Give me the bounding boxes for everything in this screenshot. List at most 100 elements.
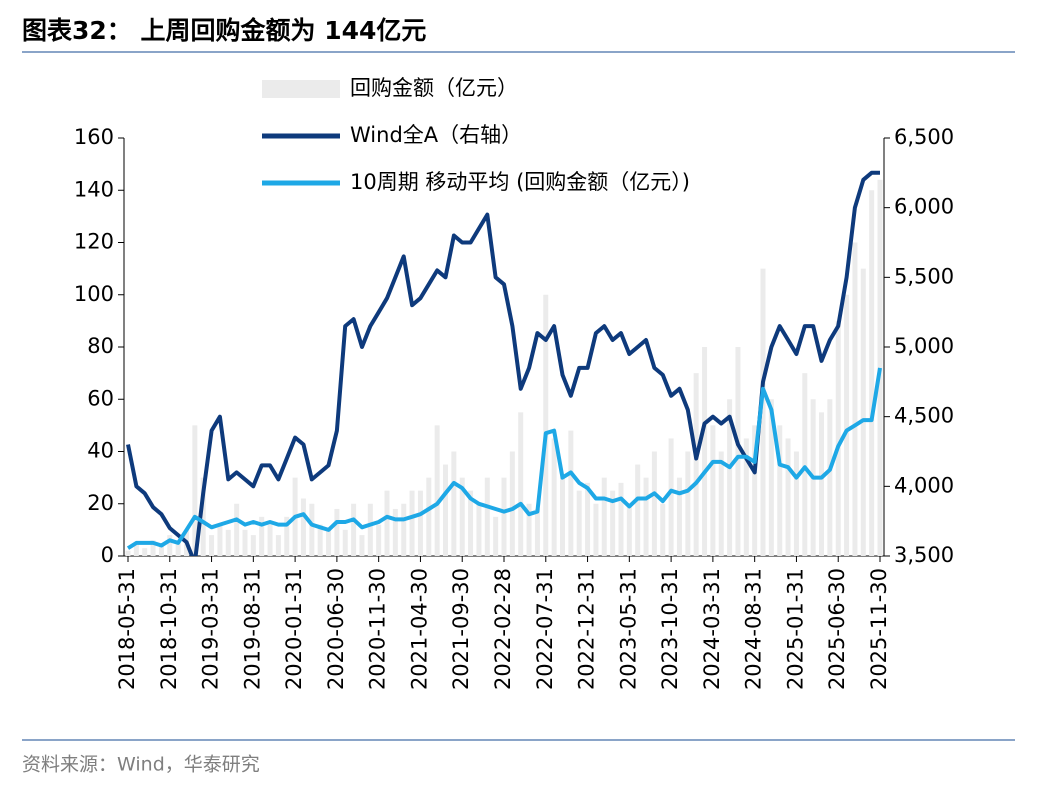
bar (593, 503, 599, 556)
bar (534, 508, 540, 556)
x-tick-label: 2022-07-31 (533, 568, 557, 690)
x-tick-label: 2019-08-31 (240, 568, 264, 690)
bar (426, 477, 432, 556)
chart-title: 图表32： 上周回购金额为 144亿元 (22, 16, 426, 45)
y-tick-label: 120 (74, 230, 114, 254)
bar (484, 477, 490, 556)
y2-tick-label: 4,000 (894, 473, 954, 497)
bar (835, 320, 841, 556)
y-tick-label: 0 (101, 543, 114, 567)
y-tick-label: 20 (87, 491, 114, 515)
bar (551, 438, 557, 556)
bar (685, 451, 691, 556)
bar (326, 529, 332, 556)
bar (869, 190, 875, 556)
x-tick-label: 2023-10-31 (658, 568, 682, 690)
bar (459, 477, 465, 556)
bar (743, 438, 749, 556)
bar (225, 529, 231, 556)
bar (693, 373, 699, 556)
x-tick-label: 2018-05-31 (115, 568, 139, 690)
bar (300, 498, 306, 556)
bar (777, 425, 783, 556)
bar (259, 516, 265, 556)
bar (158, 545, 164, 556)
y-tick-label: 100 (74, 282, 114, 306)
bar (468, 490, 474, 556)
bar (518, 412, 524, 556)
bar (217, 524, 223, 556)
x-tick-label: 2024-03-31 (700, 568, 724, 690)
bar (175, 540, 181, 556)
bar (819, 412, 825, 556)
bar (250, 535, 256, 556)
y2-tick-label: 5,500 (894, 264, 954, 288)
bar (827, 399, 833, 556)
x-tick-label: 2025-06-30 (825, 568, 849, 690)
bar (334, 508, 340, 556)
bar (526, 503, 532, 556)
line (126, 367, 882, 550)
bar (501, 477, 507, 556)
bar (610, 490, 616, 556)
y2-tick-label: 6,500 (894, 125, 954, 149)
bar (718, 451, 724, 556)
bar (200, 477, 206, 556)
x-tick-label: 2022-12-31 (575, 568, 599, 690)
bar (359, 535, 365, 556)
bar (793, 451, 799, 556)
bar (735, 347, 741, 556)
plot: 0 20 40 60 80 100 120 140 160 3,500 4,000 4,500 5,00… (74, 76, 954, 690)
bar (284, 516, 290, 556)
bar (626, 503, 632, 556)
x-tick-label: 2019-03-31 (199, 568, 223, 690)
bar (493, 516, 499, 556)
bar (727, 399, 733, 556)
legend-label: 10周期 移动平均 (回购金额（亿元）) (350, 170, 690, 194)
y-tick-label: 160 (74, 125, 114, 149)
y2-tick-label: 3,500 (894, 543, 954, 567)
bar (668, 438, 674, 556)
legend-swatch (262, 80, 340, 98)
bar (643, 477, 649, 556)
bar (860, 268, 866, 556)
bar (150, 540, 156, 556)
bar (802, 373, 808, 556)
bar (635, 464, 641, 556)
bar (342, 529, 348, 556)
bar (443, 464, 449, 556)
bar (476, 503, 482, 556)
bar (710, 425, 716, 556)
bar (651, 451, 657, 556)
bar (601, 477, 607, 556)
bar (543, 294, 549, 556)
bar (676, 477, 682, 556)
bar (317, 524, 323, 556)
bar (401, 503, 407, 556)
bar (167, 535, 173, 556)
bar (275, 535, 281, 556)
bar (142, 548, 148, 556)
bar (409, 490, 415, 556)
bar (417, 490, 423, 556)
x-tick-label: 2024-08-31 (742, 568, 766, 690)
x-tick-label: 2021-04-30 (407, 568, 431, 690)
bar (568, 430, 574, 556)
bar (852, 242, 858, 556)
bar (844, 294, 850, 556)
x-tick-label: 2021-09-30 (449, 568, 473, 690)
y2-tick-label: 4,500 (894, 404, 954, 428)
bar (434, 425, 440, 556)
y-tick-label: 80 (87, 334, 114, 358)
bar (576, 490, 582, 556)
x-tick-label: 2023-05-31 (616, 568, 640, 690)
x-tick-label: 2022-02-28 (491, 568, 515, 690)
legend-label: Wind全A（右轴） (350, 123, 522, 147)
bar (242, 529, 248, 556)
x-tick-label: 2020-01-31 (282, 568, 306, 690)
bar (559, 477, 565, 556)
bar (585, 482, 591, 556)
y2-tick-label: 6,000 (894, 195, 954, 219)
y-tick-label: 40 (87, 439, 114, 463)
